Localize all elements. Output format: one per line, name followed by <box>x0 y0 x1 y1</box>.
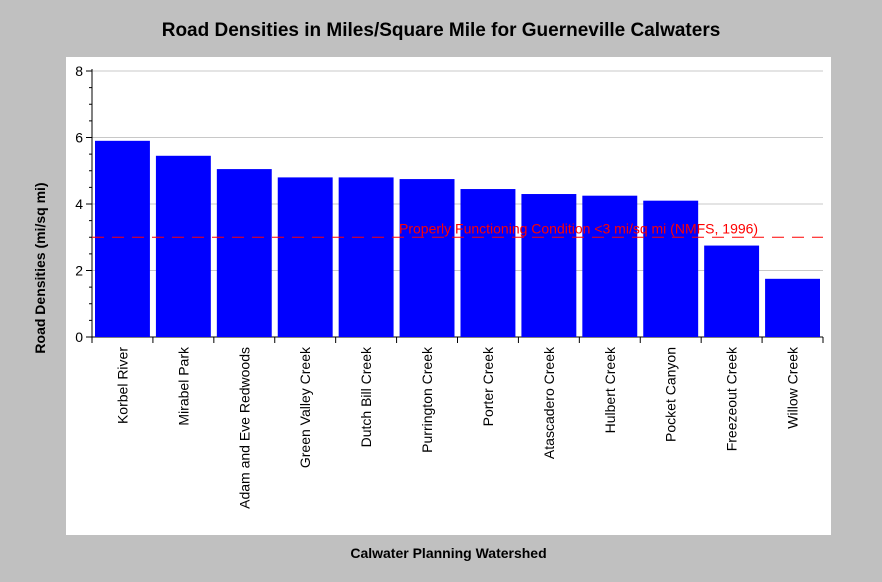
x-tick-label: Hulbert Creek <box>602 346 618 433</box>
y-tick-label: 6 <box>75 130 83 146</box>
bar <box>338 177 394 337</box>
x-tick-label: Purrington Creek <box>419 346 435 453</box>
x-tick-label: Adam and Eve Redwoods <box>236 347 252 509</box>
bar <box>95 140 150 337</box>
x-axis-label: Calwater Planning Watershed <box>350 545 547 561</box>
x-tick-label: Pocket Canyon <box>663 347 679 442</box>
x-tick-label: Dutch Bill Creek <box>358 346 374 447</box>
bar <box>765 278 820 337</box>
bar <box>643 200 699 337</box>
chart-title: Road Densities in Miles/Square Mile for … <box>161 20 721 41</box>
x-tick-label: Korbel River <box>114 347 130 424</box>
y-tick-label: 0 <box>75 329 83 345</box>
bar <box>155 155 211 337</box>
bar <box>216 169 272 337</box>
x-tick-label: Green Valley Creek <box>297 346 313 468</box>
bar <box>521 194 577 337</box>
bar <box>277 177 333 337</box>
bar <box>460 189 516 337</box>
bar <box>399 179 455 337</box>
reference-line-label: Properly Functioning Condition <3 mi/sq … <box>399 220 758 236</box>
x-tick-label: Freezeout Creek <box>724 346 740 451</box>
x-tick-label: Porter Creek <box>480 346 496 426</box>
x-tick-label: Mirabel Park <box>175 346 191 426</box>
y-tick-label: 4 <box>75 196 83 212</box>
x-tick-label: Willow Creek <box>785 346 801 429</box>
bar <box>704 245 760 337</box>
y-tick-label: 2 <box>75 263 83 279</box>
y-tick-label: 8 <box>75 63 83 79</box>
bar <box>582 195 638 337</box>
x-tick-label: Atascadero Creek <box>541 346 557 459</box>
